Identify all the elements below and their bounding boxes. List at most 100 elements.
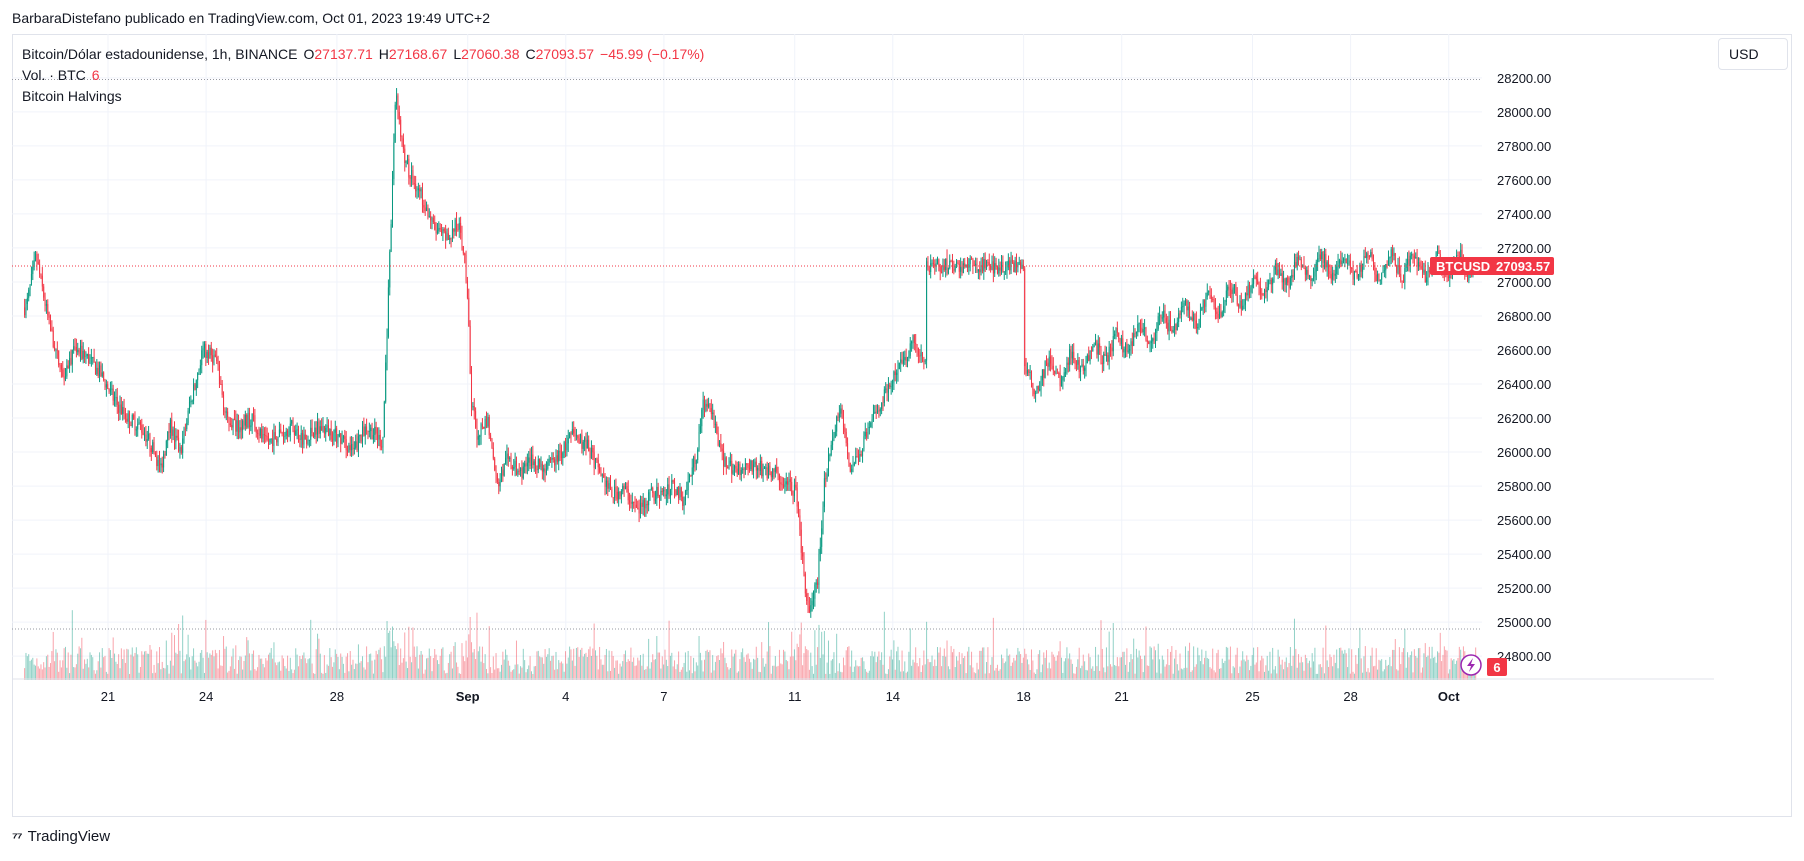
volume-bar — [923, 650, 925, 680]
symbol-description[interactable]: Bitcoin/Dólar estadounidense, 1h, BINANC… — [22, 46, 298, 62]
volume-bar — [216, 653, 218, 680]
volume-bar — [521, 667, 523, 680]
candle-body — [589, 451, 591, 459]
volume-bar — [584, 653, 586, 680]
indicator-label[interactable]: Bitcoin Halvings — [22, 88, 122, 104]
volume-bar — [1353, 673, 1355, 680]
volume-bar — [596, 655, 598, 680]
volume-bar — [124, 662, 126, 680]
volume-bar — [744, 661, 746, 680]
volume-bar — [360, 661, 362, 680]
volume-bar — [911, 665, 913, 680]
volume-bar — [1031, 649, 1033, 680]
volume-bar — [637, 657, 639, 680]
candle-body — [307, 440, 309, 444]
volume-bar — [228, 670, 230, 680]
candle-body — [1254, 276, 1256, 278]
candle-body — [1330, 274, 1332, 280]
candle-body — [173, 429, 175, 442]
candle-body — [239, 427, 241, 433]
volume-bar — [674, 660, 676, 680]
volume-bar — [182, 615, 184, 680]
candle-body — [739, 464, 741, 476]
footer-brand[interactable]: ⁷⁷ TradingView — [12, 828, 110, 845]
candle-body — [124, 414, 126, 419]
volume-bar — [856, 665, 858, 680]
volume-bar — [971, 651, 973, 680]
volume-bar — [1398, 647, 1400, 680]
candle-body — [659, 495, 661, 501]
candle-body — [431, 217, 433, 221]
candle-body — [717, 432, 719, 446]
volume-bar — [1387, 664, 1389, 680]
candle-body — [348, 445, 350, 453]
candle-body — [1338, 259, 1340, 264]
price-chart[interactable]: 28200.0028000.0027800.0027600.0027400.00… — [12, 34, 1720, 783]
volume-bar — [957, 660, 959, 680]
candle-body — [573, 429, 575, 434]
currency-button[interactable]: USD — [1718, 38, 1788, 70]
candle-body — [1077, 360, 1079, 365]
candle-body — [310, 427, 312, 440]
volume-bar — [357, 644, 359, 680]
volume-bar — [887, 669, 889, 680]
candle-body — [1067, 362, 1069, 365]
volume-bar — [447, 662, 449, 680]
candle-body — [341, 438, 343, 444]
volume-bar — [1176, 664, 1178, 680]
volume-bar — [52, 631, 54, 680]
candle-body — [829, 455, 831, 457]
volume-bar — [1397, 670, 1399, 680]
candle-body — [187, 410, 189, 423]
volume-bar — [1189, 642, 1191, 680]
volume-bar — [922, 665, 924, 680]
volume-bar — [679, 671, 681, 680]
candle-body — [823, 478, 825, 507]
volume-bar — [706, 649, 708, 680]
volume-bar — [137, 654, 139, 680]
candle-body — [1363, 256, 1365, 264]
volume-bar — [203, 672, 205, 680]
candle-body — [849, 462, 851, 472]
candle-body — [1408, 258, 1410, 267]
candle-body — [942, 265, 944, 273]
candle-body — [1317, 258, 1319, 262]
candle-body — [580, 434, 582, 444]
volume-bar — [243, 661, 245, 680]
candle-body — [349, 445, 351, 451]
volume-bar — [683, 662, 685, 680]
candle-body — [827, 455, 829, 474]
volume-bar — [859, 666, 861, 680]
volume-bar — [720, 648, 722, 680]
volume-bar — [460, 673, 462, 680]
candle-body — [781, 484, 783, 486]
volume-bar — [886, 673, 888, 680]
candle-body — [92, 357, 94, 359]
volume-bar — [1002, 658, 1004, 680]
volume-bar — [556, 669, 558, 680]
candle-body — [986, 262, 988, 269]
candle-body — [977, 269, 979, 272]
volume-bar — [359, 662, 361, 680]
volume-bar — [698, 636, 700, 680]
candle-body — [379, 434, 381, 447]
volume-bar — [1112, 623, 1114, 680]
volume-bar — [1228, 659, 1230, 680]
volume-label[interactable]: Vol. · BTC — [22, 67, 86, 83]
volume-bar — [436, 660, 438, 680]
candle-body — [1300, 259, 1302, 268]
candle-body — [280, 429, 282, 433]
volume-bar — [958, 652, 960, 680]
volume-bar — [1375, 648, 1377, 680]
candle-body — [334, 428, 336, 433]
candle-body — [272, 438, 274, 447]
candle-body — [86, 353, 88, 356]
candle-body — [721, 448, 723, 451]
volume-bar — [1178, 670, 1180, 680]
volume-bar — [541, 657, 543, 680]
volume-bar — [857, 666, 859, 680]
candle-body — [496, 474, 498, 483]
volume-bar — [713, 670, 715, 680]
volume-bar — [575, 647, 577, 680]
candle-body — [109, 388, 111, 392]
